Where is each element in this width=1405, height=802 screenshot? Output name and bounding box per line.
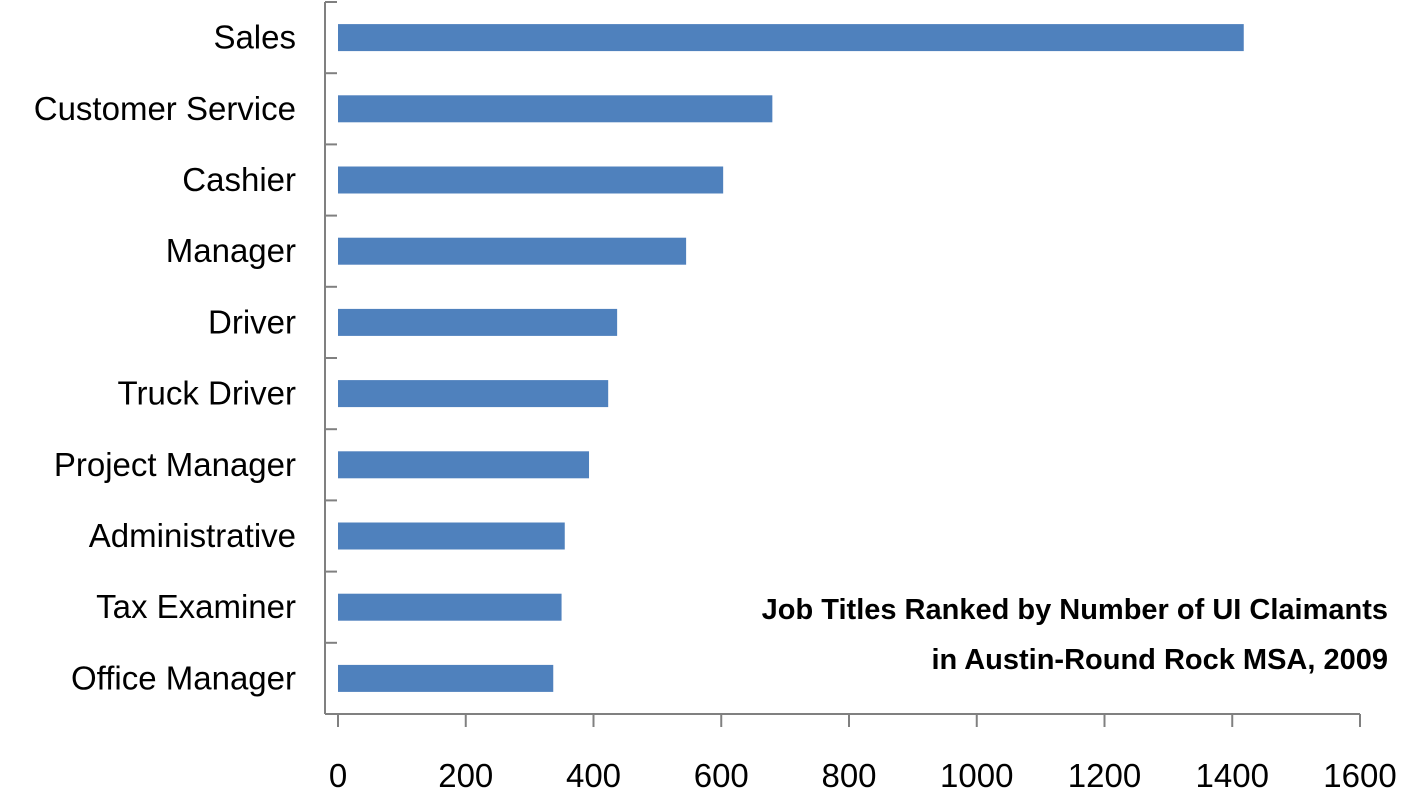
x-tick-label: 200 [438,757,493,794]
x-tick-label: 800 [821,757,876,794]
category-label: Truck Driver [118,375,296,412]
chart-title: Job Titles Ranked by Number of UI Claima… [762,594,1388,676]
bar [338,95,773,123]
bar [338,166,724,194]
category-label: Office Manager [71,659,296,696]
x-tick-label: 400 [566,757,621,794]
x-tick-labels: 0 200 400 600 800 1000 1200 1400 1600 [329,757,1397,794]
bar [338,593,562,621]
bar [338,24,1244,52]
bars-layer [338,24,1244,692]
chart-title-line-2: in Austin-Round Rock MSA, 2009 [931,644,1388,676]
x-tick-label: 1200 [1068,757,1141,794]
category-labels: Sales Customer Service Cashier Manager Drive… [34,19,296,697]
category-label: Manager [166,232,296,269]
bar [338,664,554,692]
axes-layer [324,1,1361,727]
x-tick-label: 600 [694,757,749,794]
bar [338,451,590,479]
x-tick-label: 1400 [1196,757,1269,794]
bar [338,380,609,408]
x-tick-label: 1000 [940,757,1013,794]
category-label: Driver [208,303,296,340]
category-label: Customer Service [34,90,296,127]
category-label: Tax Examiner [96,588,296,625]
chart-title-line-1: Job Titles Ranked by Number of UI Claima… [762,594,1388,626]
bar [338,237,687,265]
x-tick-label: 1600 [1323,757,1396,794]
category-label: Sales [213,19,296,56]
category-label: Project Manager [54,446,296,483]
category-label: Cashier [182,161,296,198]
category-label: Administrative [89,517,296,554]
bar [338,308,618,336]
x-tick-label: 0 [329,757,347,794]
bar [338,522,565,550]
